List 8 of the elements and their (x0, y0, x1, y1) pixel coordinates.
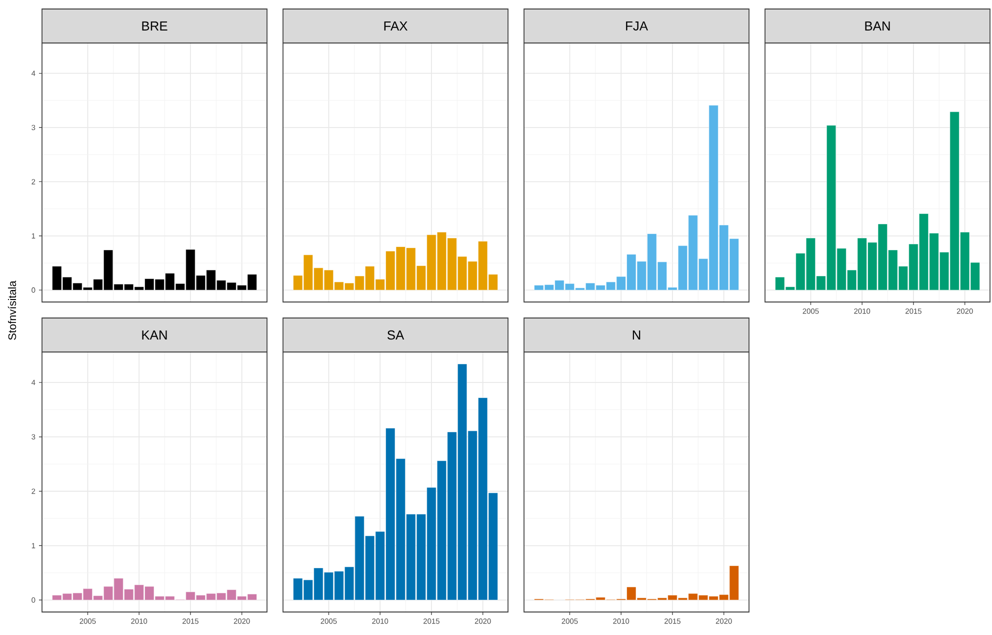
chart-title: FAX (384, 22, 408, 30)
chart-title: N (632, 330, 640, 340)
chart-title: KAN (142, 330, 167, 340)
y-axis-title: Stofnvísitala (8, 280, 16, 340)
chart-title: SA (387, 330, 404, 340)
chart-title: BAN (865, 22, 890, 30)
chart-title: FJA (626, 21, 648, 31)
chart-title: BRE (142, 22, 168, 30)
